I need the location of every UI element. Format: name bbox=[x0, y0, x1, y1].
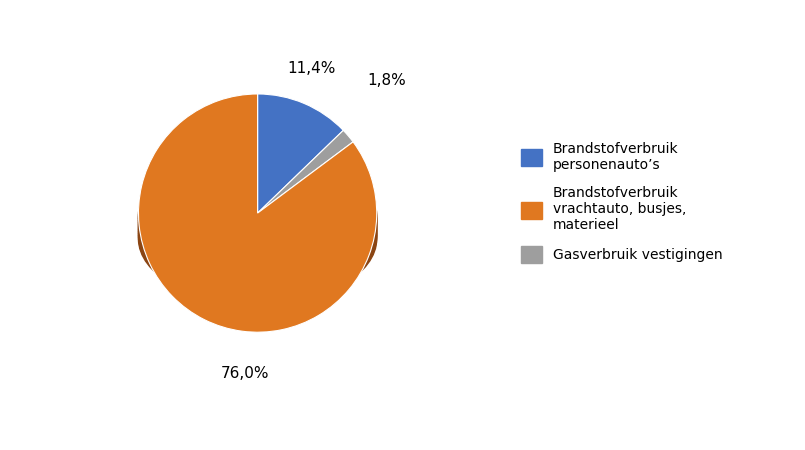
Ellipse shape bbox=[138, 154, 377, 285]
Wedge shape bbox=[258, 94, 343, 213]
Ellipse shape bbox=[138, 165, 377, 296]
Ellipse shape bbox=[138, 161, 377, 292]
Text: 11,4%: 11,4% bbox=[287, 61, 336, 76]
Ellipse shape bbox=[138, 158, 377, 289]
Ellipse shape bbox=[138, 156, 377, 287]
Text: 1,8%: 1,8% bbox=[367, 73, 406, 88]
Wedge shape bbox=[138, 94, 377, 332]
Ellipse shape bbox=[138, 150, 377, 281]
Ellipse shape bbox=[138, 167, 377, 298]
Legend: Brandstofverbruik
personenauto’s, Brandstofverbruik
vrachtauto, busjes,
materiee: Brandstofverbruik personenauto’s, Brands… bbox=[514, 135, 729, 270]
Ellipse shape bbox=[138, 162, 377, 293]
Wedge shape bbox=[258, 130, 353, 213]
Ellipse shape bbox=[138, 171, 377, 302]
Ellipse shape bbox=[138, 173, 377, 304]
Ellipse shape bbox=[138, 152, 377, 283]
Text: 76,0%: 76,0% bbox=[221, 366, 270, 381]
Ellipse shape bbox=[138, 169, 377, 300]
